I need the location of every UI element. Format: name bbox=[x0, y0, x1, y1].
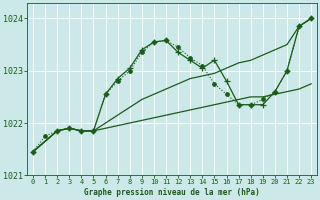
X-axis label: Graphe pression niveau de la mer (hPa): Graphe pression niveau de la mer (hPa) bbox=[84, 188, 260, 197]
